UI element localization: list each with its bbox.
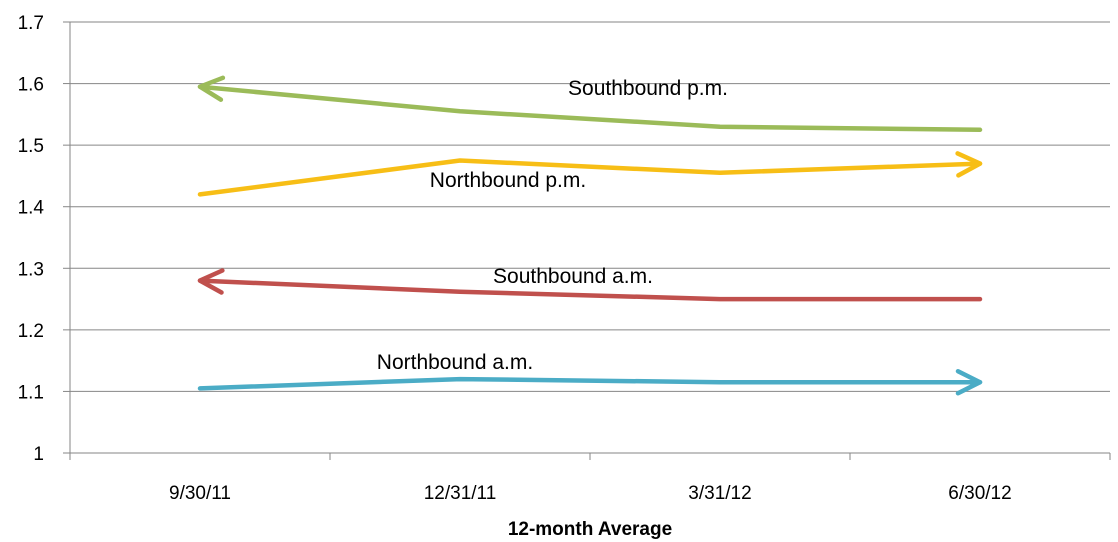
series-arrowhead-2 [197, 268, 225, 295]
series-label-3: Northbound a.m. [377, 351, 533, 374]
x-tick-label-2: 3/31/12 [688, 483, 751, 504]
y-tick-label-6: 1.6 [18, 75, 44, 96]
gridlines [63, 21, 1111, 460]
x-tick-labels: 9/30/11 12/31/11 3/31/12 6/30/12 [169, 483, 1012, 504]
series-label-2: Southbound a.m. [493, 265, 653, 288]
series-label-1: Northbound p.m. [430, 169, 586, 192]
x-tick-label-1: 12/31/11 [424, 483, 497, 504]
series-line-3 [197, 376, 983, 391]
y-tick-label-5: 1.5 [18, 136, 44, 157]
axes [69, 22, 1110, 454]
y-tick-label-3: 1.3 [18, 259, 44, 280]
series-lines [197, 75, 983, 396]
y-tick-label-7: 1.7 [18, 13, 44, 34]
x-tick-label-0: 9/30/11 [169, 483, 231, 504]
y-tick-label-0: 1 [33, 444, 44, 465]
y-tick-labels: 1 1.1 1.2 1.3 1.4 1.5 1.6 1.7 [18, 13, 45, 465]
series-label-0: Southbound p.m. [568, 77, 728, 100]
y-tick-label-2: 1.2 [18, 321, 44, 342]
series-arrowhead-0 [197, 75, 226, 102]
series-arrowhead-1 [955, 151, 983, 178]
x-axis-title: 12-month Average [508, 519, 672, 540]
y-tick-label-1: 1.1 [18, 382, 44, 403]
x-tick-label-3: 6/30/12 [948, 483, 1011, 504]
series-line-1 [197, 158, 983, 197]
series-line-2 [197, 278, 983, 302]
series-line-0 [197, 84, 983, 133]
y-tick-label-4: 1.4 [18, 198, 45, 219]
series-arrowhead-3 [955, 368, 983, 396]
series-labels: Southbound p.m. Northbound p.m. Southbound… [377, 77, 728, 374]
